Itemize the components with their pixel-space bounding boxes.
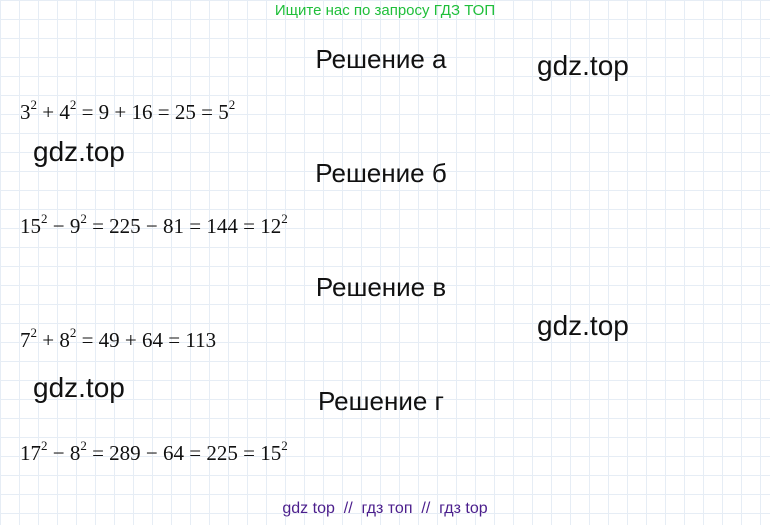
watermark: gdz.top: [537, 310, 629, 341]
watermark: gdz.top: [537, 50, 629, 81]
solution-b-equation: 152 − 92 = 225 − 81 = 144 = 122: [20, 211, 288, 238]
watermark: gdz.top: [33, 136, 125, 167]
solution-v-equation: 72 + 82 = 49 + 64 = 113: [20, 325, 217, 352]
solution-a-equation: 32 + 42 = 9 + 16 = 25 = 52: [20, 97, 236, 124]
solution-a-heading: Решение а: [315, 44, 447, 74]
solution-g-equation: 172 − 82 = 289 − 64 = 225 = 152: [20, 438, 288, 465]
solution-v-heading: Решение в: [315, 272, 447, 302]
solution-b-heading: Решение б: [315, 158, 447, 188]
footer-links: gdz top // гдз топ // гдз top: [282, 500, 488, 517]
search-hint-banner: Ищите нас по запросу ГДЗ ТОП: [274, 2, 496, 19]
watermark: gdz.top: [33, 372, 125, 403]
solution-g-heading: Решение г: [317, 386, 445, 416]
